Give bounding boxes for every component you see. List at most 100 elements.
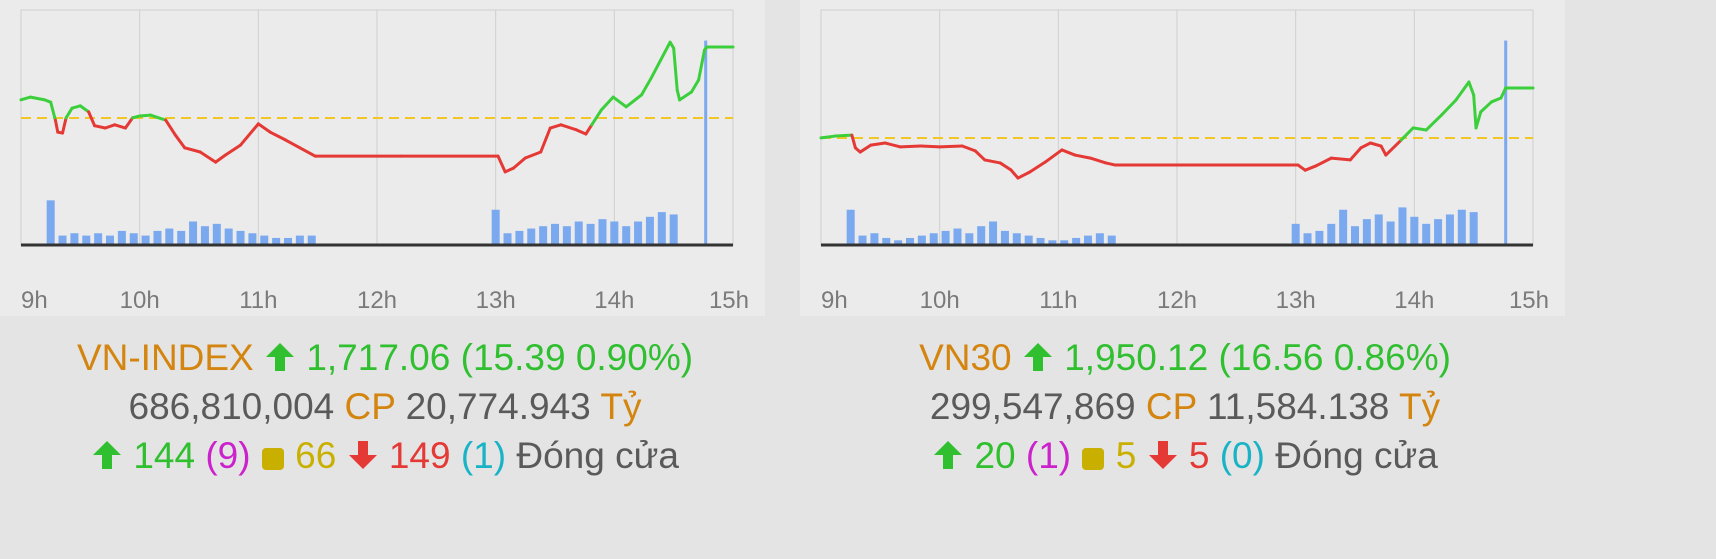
down-arrow	[348, 441, 377, 469]
x-tick-label: 12h	[357, 287, 397, 314]
volume-bar	[82, 235, 91, 245]
price-segment	[919, 144, 942, 149]
price-segment	[503, 166, 515, 174]
price-segment	[19, 95, 32, 102]
price-segment	[678, 90, 693, 102]
volume-bar	[1000, 230, 1009, 245]
volume-bar	[165, 228, 174, 245]
volume-bar	[272, 237, 281, 245]
price-segment	[87, 110, 97, 128]
volume-bar	[539, 226, 548, 245]
volume-bar	[1072, 237, 1081, 245]
volume-bar	[870, 233, 879, 245]
price-segment	[649, 58, 663, 80]
volume-bar	[94, 233, 103, 245]
volume-bar	[1327, 223, 1336, 245]
volume-bar	[1469, 212, 1478, 245]
price-segment	[113, 123, 127, 130]
volume-bar	[1024, 235, 1033, 245]
volume-bar	[894, 240, 903, 245]
volume-bar	[1362, 219, 1371, 245]
summary: VN30 1,950.12 (16.56 0.86%) 299,547,869 …	[795, 333, 1575, 480]
price-segment	[833, 133, 854, 138]
price-segment	[1060, 148, 1077, 157]
volume-unit: CP	[344, 386, 396, 427]
floor: (1)	[460, 435, 507, 476]
price-segment	[675, 88, 682, 102]
volume-bar	[598, 219, 607, 245]
volume-bar	[129, 233, 138, 245]
volume-bar	[929, 233, 938, 245]
volume-bar	[704, 40, 708, 245]
volume-bar	[1374, 214, 1383, 245]
price-segment	[1348, 146, 1363, 162]
ceiling: (9)	[205, 435, 251, 476]
volume-bar	[1386, 221, 1395, 245]
price-segment	[1454, 80, 1471, 102]
price-segment	[1009, 168, 1020, 180]
volume-bar	[1398, 207, 1407, 245]
chart-panel	[0, 0, 765, 316]
price-segment	[599, 95, 615, 112]
price-segment	[1384, 138, 1403, 157]
volume-bar	[586, 223, 595, 245]
price-segment	[819, 134, 837, 140]
volume-bar	[953, 228, 962, 245]
change: (16.56 0.86%)	[1218, 337, 1451, 378]
volume-bar	[551, 223, 559, 245]
summary: VN-INDEX 1,717.06 (15.39 0.90%) 686,810,…	[0, 333, 775, 480]
price-segment	[64, 106, 74, 120]
price-segment	[1359, 141, 1372, 150]
declines: 5	[1188, 435, 1210, 476]
down-arrow	[1148, 441, 1177, 469]
x-tick-label: 12h	[1157, 287, 1197, 314]
floor: (0)	[1219, 435, 1265, 476]
price-segment	[1329, 156, 1352, 162]
price-segment	[148, 113, 168, 122]
value: 20,774.943	[405, 386, 591, 427]
volume-bar	[610, 221, 619, 245]
price-segment	[298, 146, 317, 158]
price-segment	[539, 126, 552, 154]
price-segment	[1474, 110, 1483, 130]
volume-bar	[284, 237, 292, 245]
price-segment	[1303, 164, 1318, 172]
volume-bar	[236, 230, 245, 245]
volume-bar	[562, 226, 571, 245]
unchanged-icon	[1082, 448, 1105, 470]
volume-bar	[917, 235, 926, 245]
price-segment	[239, 122, 260, 147]
index-line: VN-INDEX 1,717.06 (15.39 0.90%)	[0, 333, 775, 382]
price-segment	[883, 141, 903, 149]
price-segment	[164, 118, 177, 137]
breadth-line: 144 (9) 66 149 (1) Đóng cửa	[0, 431, 775, 480]
price-segment	[697, 48, 707, 82]
index-line: VN30 1,950.12 (16.56 0.86%)	[795, 333, 1575, 382]
price-segment	[1016, 170, 1032, 180]
price-segment	[1314, 156, 1333, 168]
volume-bar	[141, 235, 150, 245]
price-segment	[1479, 100, 1493, 114]
chart-panel	[800, 0, 1565, 316]
price-segment	[1028, 160, 1047, 174]
x-tick-label: 9h	[821, 287, 848, 314]
price-segment	[1411, 126, 1428, 132]
price-segment	[256, 122, 272, 134]
volume-bar	[224, 228, 233, 245]
price-segment	[998, 161, 1013, 172]
price-segment	[1368, 141, 1383, 148]
volume-bar	[977, 226, 986, 245]
price: 1,950.12	[1064, 337, 1209, 378]
volume-bar	[46, 200, 55, 245]
volume-bar	[1012, 233, 1021, 245]
price-segment	[559, 123, 578, 132]
value: 11,584.138	[1206, 386, 1390, 427]
price-segment	[1399, 126, 1415, 142]
volume-bar	[574, 221, 583, 245]
volume-bar	[1422, 223, 1431, 245]
volume-bar	[657, 212, 666, 245]
price-segment	[584, 123, 594, 136]
volume-bar	[1457, 209, 1466, 245]
volume-bar	[989, 221, 998, 245]
price-segment	[173, 133, 187, 150]
